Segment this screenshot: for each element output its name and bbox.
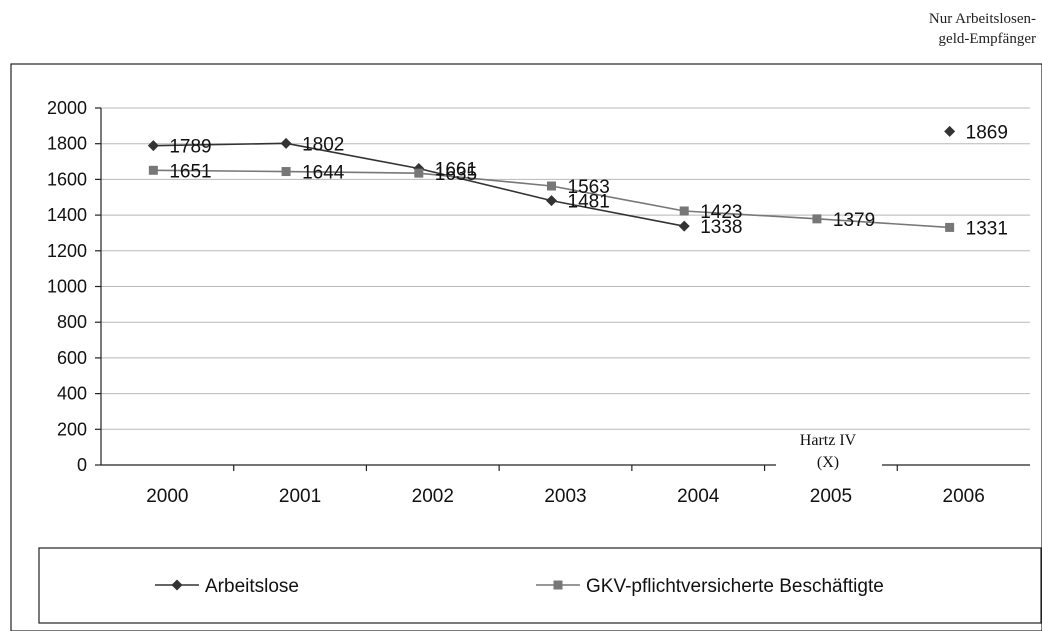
point-arbeitslose-2006: [944, 125, 956, 137]
point-gkv-pflichtversicherte-besch-ftigte-2000: [148, 165, 158, 175]
legend: Arbeitslose GKV-pflichtversicherte Beschä…: [155, 576, 884, 597]
x-tick-label-2004: 2004: [677, 486, 720, 507]
data-label-gkv-pflichtversicherte-besch-ftigte-2004: 1423: [700, 202, 742, 223]
data-label-gkv-pflichtversicherte-besch-ftigte-2003: 1563: [568, 177, 610, 198]
point-arbeitslose-2000: [147, 140, 159, 152]
y-tick-label-1200: 1200: [47, 241, 87, 261]
y-tick-labels: 0 200 400 600 800 1000 1200 1400 1600 1800 2000: [47, 98, 87, 475]
point-arbeitslose-2003: [546, 195, 557, 207]
data-label-arbeitslose-2006: 1869: [966, 122, 1008, 143]
data-label-gkv-pflichtversicherte-besch-ftigte-2000: 1651: [169, 161, 211, 182]
y-tick-label-1600: 1600: [47, 169, 87, 189]
x-tick-label-2000: 2000: [146, 486, 188, 507]
data-label-gkv-pflichtversicherte-besch-ftigte-2002: 1635: [435, 164, 477, 185]
legend-marker-gkv-pflichtversicherte-besch-ftigte: [553, 580, 563, 590]
note-line-1: Nur Arbeitslosen-: [929, 11, 1036, 27]
y-tick-label-1000: 1000: [47, 277, 87, 297]
data-labels: 1789 1802 1661 1481 1338 1869 1651 1644 1635 1563…: [169, 122, 1008, 239]
gridlines: [95, 107, 1030, 466]
point-gkv-pflichtversicherte-besch-ftigte-2001: [281, 167, 291, 177]
point-arbeitslose-2004: [678, 220, 690, 232]
y-tick-label-800: 800: [57, 312, 87, 332]
data-label-arbeitslose-2004: 1338: [700, 217, 742, 238]
y-tick-label-2000: 2000: [47, 98, 87, 118]
x-tick-label-2006: 2006: [943, 486, 985, 507]
data-label-arbeitslose-2001: 1802: [302, 134, 344, 155]
data-label-arbeitslose-2003: 1481: [568, 192, 610, 213]
x-tick-label-2001: 2001: [279, 486, 321, 507]
chart-frame: [10, 63, 1042, 631]
series: [147, 125, 956, 232]
legend-label-gkv-pflichtversicherte-besch-ftigte: GKV-pflichtversicherte Beschäftigte: [586, 576, 884, 597]
data-label-arbeitslose-2002: 1661: [435, 160, 477, 181]
point-gkv-pflichtversicherte-besch-ftigte-2005: [812, 214, 822, 224]
x-tick-label-2002: 2002: [412, 486, 454, 507]
y-tick-label-1400: 1400: [47, 205, 87, 225]
data-label-gkv-pflichtversicherte-besch-ftigte-2005: 1379: [833, 210, 875, 231]
y-tick-label-0: 0: [77, 455, 87, 475]
point-gkv-pflichtversicherte-besch-ftigte-2004: [679, 206, 689, 216]
hartz-label-line-1: Hartz IV: [800, 432, 857, 449]
data-label-arbeitslose-2000: 1789: [169, 137, 211, 158]
legend-label-arbeitslose: Arbeitslose: [205, 576, 299, 597]
y-tick-label-400: 400: [57, 384, 87, 404]
x-tick-label-2005: 2005: [810, 486, 852, 507]
y-tick-label-600: 600: [57, 348, 87, 368]
point-gkv-pflichtversicherte-besch-ftigte-2006: [945, 222, 955, 232]
legend-marker-arbeitslose: [171, 579, 183, 591]
note-line-2: geld-Empfänger: [939, 31, 1036, 47]
y-tick-label-1800: 1800: [47, 134, 87, 154]
axes: [100, 108, 1030, 471]
hartz-label-line-2: (X): [817, 454, 839, 471]
x-tick-labels: 2000 2001 2002 2003 2004 2005 2006: [146, 486, 985, 507]
point-gkv-pflichtversicherte-besch-ftigte-2003: [547, 181, 556, 191]
data-label-gkv-pflichtversicherte-besch-ftigte-2001: 1644: [302, 163, 345, 184]
y-tick-label-200: 200: [57, 419, 87, 439]
x-tick-label-2003: 2003: [544, 486, 586, 507]
point-arbeitslose-2001: [280, 137, 292, 149]
point-gkv-pflichtversicherte-besch-ftigte-2002: [414, 168, 424, 178]
data-label-gkv-pflichtversicherte-besch-ftigte-2006: 1331: [966, 218, 1008, 239]
